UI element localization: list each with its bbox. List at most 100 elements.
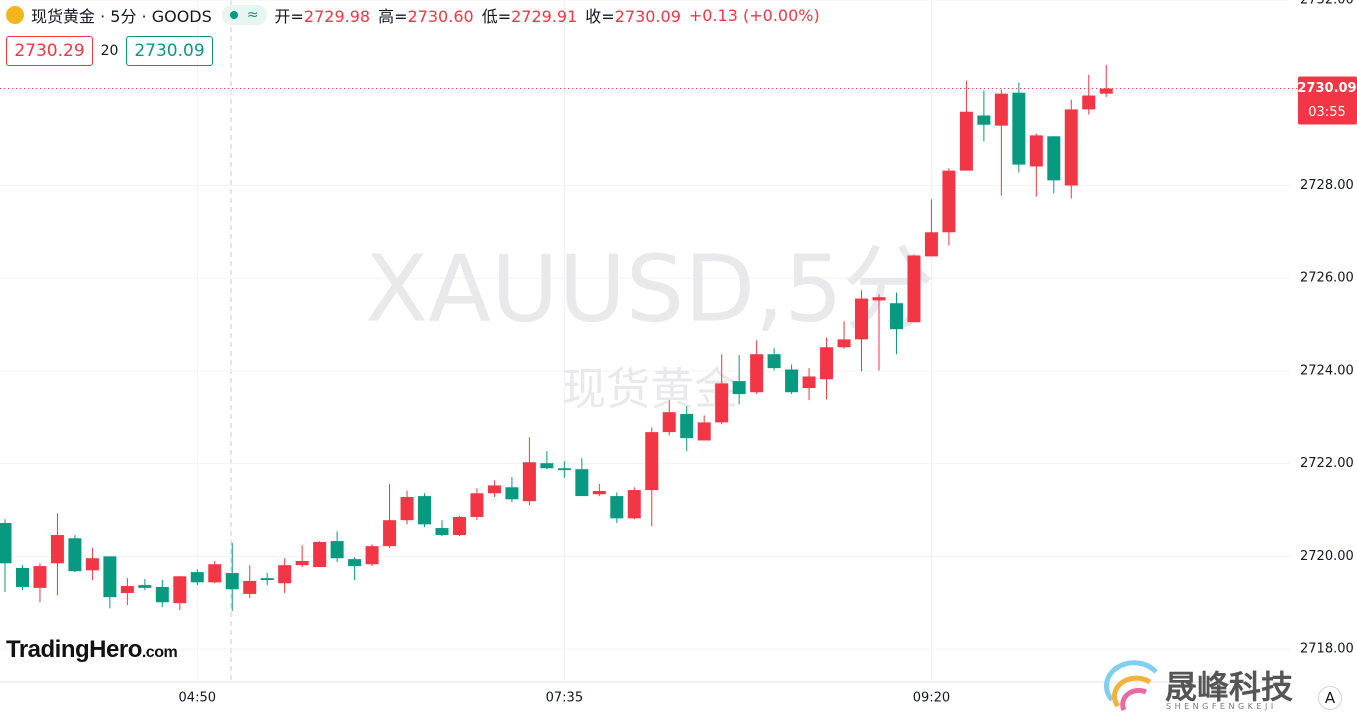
candle-body <box>68 538 82 572</box>
candle-body <box>802 376 816 389</box>
candle-body <box>243 580 257 594</box>
candle-body <box>1064 109 1078 186</box>
y-tick-label: 2726.00 <box>1300 271 1354 286</box>
last-price-label: 2730.09 <box>1297 81 1356 96</box>
candle-body <box>610 496 624 519</box>
ohlc-value: 2729.91 <box>511 7 578 26</box>
status-badge[interactable]: ≈ <box>221 5 267 25</box>
candle-body <box>994 93 1008 126</box>
logo-arc <box>1120 687 1148 712</box>
candle-body <box>418 496 432 525</box>
candle-body <box>959 111 973 171</box>
candle-body <box>383 520 397 547</box>
candle-body <box>907 255 921 323</box>
ohlc-label: 收= <box>585 7 615 26</box>
y-tick-label: 2722.00 <box>1300 456 1354 471</box>
candle-body <box>575 469 589 497</box>
candle-body <box>1099 88 1113 94</box>
candle-body <box>470 493 484 517</box>
candle-body <box>225 573 239 590</box>
ohlc-value: 2729.98 <box>303 7 371 26</box>
candle-body <box>505 487 519 500</box>
logo-arc <box>1103 660 1158 702</box>
candle-body <box>348 559 362 567</box>
candle-body <box>872 297 886 301</box>
candle-body <box>278 565 292 584</box>
ohlc-item: 高=2730.60 <box>378 7 474 26</box>
candle-body <box>540 463 554 469</box>
candle-body <box>208 564 222 583</box>
x-tick-label: 04:50 <box>179 691 216 706</box>
ohlc-value: 2730.09 <box>614 7 681 26</box>
y-tick-label: 2732.00 <box>1300 0 1354 8</box>
candle-body <box>365 546 379 565</box>
last-price-tag <box>1298 76 1357 125</box>
ohlc-item: 开=2729.98 <box>275 7 371 26</box>
candle-body <box>138 585 152 588</box>
auto-scale-button[interactable]: A <box>1318 686 1342 710</box>
watermark: XAUUSD,5分 <box>365 235 935 342</box>
candle-body <box>15 567 29 587</box>
candle-body <box>924 232 938 257</box>
candle-body <box>820 347 834 380</box>
status-dot <box>229 11 238 19</box>
y-tick-label: 2728.00 <box>1300 178 1354 193</box>
candle-body <box>977 115 991 125</box>
brand-right-sub: SHENGFENGKEJI <box>1166 702 1277 711</box>
ohlc-value: 2730.60 <box>407 7 474 26</box>
candle-body <box>190 572 204 583</box>
ask-button[interactable]: 2730.09 <box>126 36 213 66</box>
ohlc-label: 低= <box>481 7 512 26</box>
brand-suffix: .com <box>141 644 178 661</box>
candle-body <box>103 556 117 598</box>
candle-body <box>767 354 781 369</box>
y-tick-label: 2720.00 <box>1300 549 1354 564</box>
ohlc-item: 低=2729.91 <box>482 7 578 26</box>
logo-mark <box>1103 660 1158 712</box>
candle-body <box>50 535 64 564</box>
candle-body <box>400 497 414 521</box>
symbol-header: 现货黄金 · 5分 · GOODS ≈ 开=2729.98 高=2730.60 低=… <box>6 3 820 27</box>
candle-body <box>785 369 799 393</box>
change: +0.13 (+0.00%) <box>688 5 820 25</box>
candle-body <box>155 586 169 603</box>
logo-arc <box>1111 675 1152 708</box>
quotes: 2730.29 20 2730.09 <box>6 36 213 66</box>
candle-body <box>855 298 869 340</box>
candle-body <box>645 432 659 491</box>
candle-body <box>313 541 327 568</box>
x-tick-label: 09:20 <box>913 691 950 706</box>
candle-body <box>120 586 134 593</box>
candle-body <box>1012 92 1026 165</box>
candle-body <box>732 381 746 395</box>
candle-body <box>889 303 903 330</box>
candle-body <box>662 412 676 433</box>
candle-body <box>715 383 729 423</box>
brand-name: TradingHero <box>6 636 142 663</box>
ohlc-label: 开= <box>274 7 304 26</box>
candle-body <box>680 414 694 439</box>
candle-body <box>260 578 274 581</box>
ohlc: 开=2729.98 高=2730.60 低=2729.91 收=2730.09 <box>275 3 689 27</box>
candle-body <box>85 558 99 571</box>
ohlc-item: 收=2730.09 <box>585 7 681 26</box>
y-tick-label: 2718.00 <box>1300 642 1354 657</box>
candle-body <box>487 485 501 494</box>
candle-body <box>557 468 571 471</box>
spread: 20 <box>100 43 119 59</box>
badge-icon: ≈ <box>246 7 259 23</box>
candle-body <box>1029 135 1043 167</box>
candle-body <box>942 170 956 233</box>
candle-body <box>435 528 449 536</box>
candle-body <box>1082 95 1096 110</box>
bid-button[interactable]: 2730.29 <box>6 36 93 66</box>
candle-body <box>1047 136 1061 181</box>
ohlc-label: 高= <box>378 7 408 26</box>
candle-body <box>750 354 764 393</box>
candle-body <box>33 566 47 588</box>
candle-body <box>697 422 711 441</box>
brand-left: TradingHero.com <box>6 636 178 664</box>
candle-body <box>0 522 12 564</box>
